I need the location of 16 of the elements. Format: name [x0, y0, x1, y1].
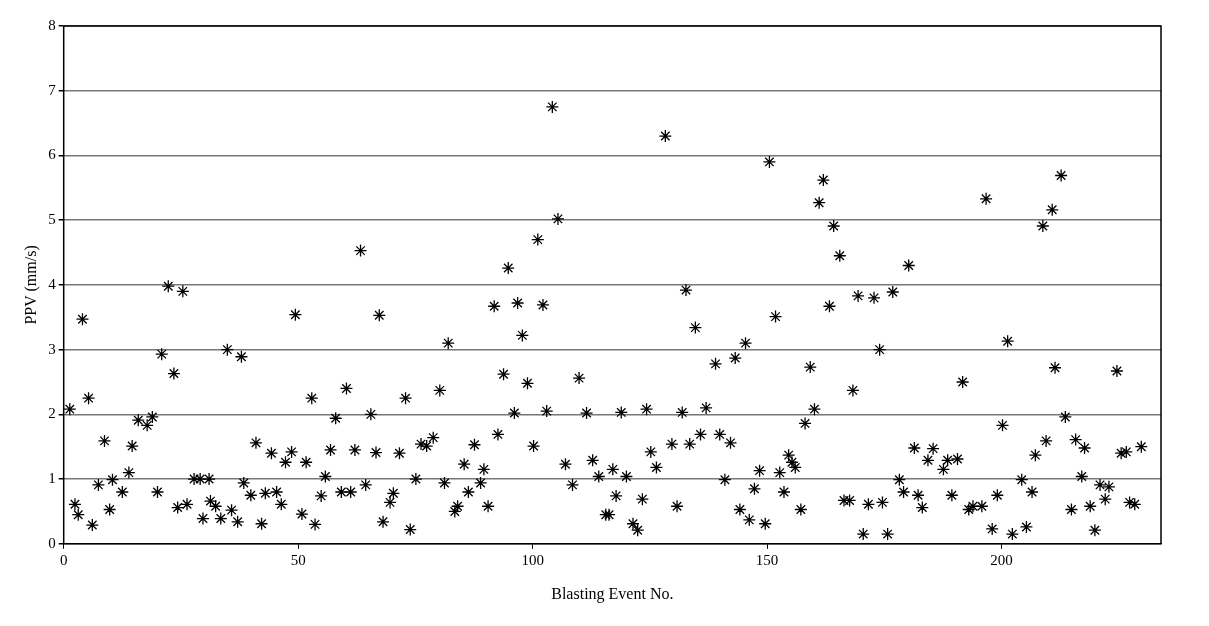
y-tick-label: 6 [48, 146, 57, 163]
y-tick-label: 2 [48, 405, 56, 422]
x-tick-label: 150 [755, 551, 779, 568]
y-axis-title: PPV (mm/s) [21, 245, 40, 325]
x-tick-label: 50 [290, 551, 306, 568]
x-tick-label: 100 [521, 551, 544, 568]
y-tick-label: 1 [48, 470, 56, 487]
y-tick-label: 4 [48, 275, 57, 292]
y-tick-label: 5 [48, 211, 56, 228]
x-tick-label: 200 [990, 551, 1013, 568]
x-axis-title: Blasting Event No. [551, 584, 674, 603]
y-tick-label: 0 [48, 534, 56, 551]
y-tick-label: 7 [48, 81, 57, 98]
x-tick-label: 0 [59, 551, 68, 568]
y-tick-label: 8 [48, 16, 56, 33]
y-tick-label: 3 [48, 340, 56, 357]
